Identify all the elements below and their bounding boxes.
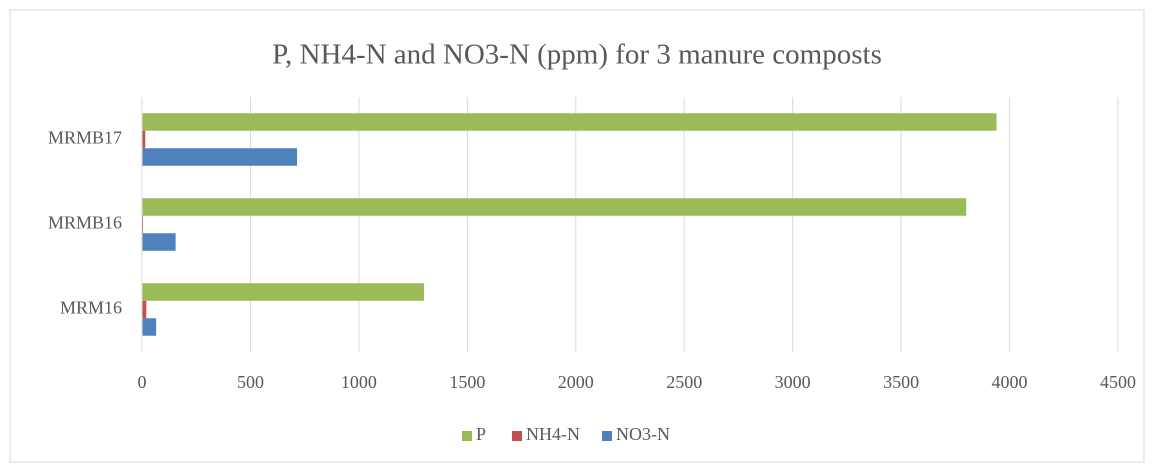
- y-tick-label: MRM16: [60, 298, 122, 318]
- bar: [142, 233, 176, 251]
- legend-swatch: [462, 431, 472, 441]
- x-tick-label: 0: [138, 372, 147, 392]
- legend-label: P: [476, 424, 486, 444]
- bar: [142, 148, 298, 166]
- x-tick-label: 3500: [883, 372, 919, 392]
- legend-label: NH4-N: [526, 424, 580, 444]
- x-tick-label: 4500: [1100, 372, 1136, 392]
- chart-title: P, NH4-N and NO3-N (ppm) for 3 manure co…: [272, 39, 882, 71]
- legend-label: NO3-N: [616, 424, 670, 444]
- bar: [142, 283, 424, 301]
- x-tick-label: 2500: [666, 372, 702, 392]
- x-tick-label: 2000: [558, 372, 594, 392]
- y-tick-label: MRMB16: [48, 213, 122, 233]
- legend-swatch: [602, 431, 612, 441]
- x-tick-label: 1500: [449, 372, 485, 392]
- bar: [142, 198, 967, 216]
- x-tick-label: 1000: [341, 372, 377, 392]
- x-tick-label: 4000: [992, 372, 1028, 392]
- y-tick-label: MRMB17: [48, 128, 122, 148]
- x-tick-label: 3000: [775, 372, 811, 392]
- bar: [142, 215, 144, 234]
- bar: [142, 130, 146, 149]
- bar: [142, 318, 157, 336]
- legend-swatch: [512, 431, 522, 441]
- bar: [142, 300, 147, 319]
- bar: [142, 113, 997, 131]
- chart-border: [9, 9, 1145, 463]
- x-tick-label: 500: [237, 372, 264, 392]
